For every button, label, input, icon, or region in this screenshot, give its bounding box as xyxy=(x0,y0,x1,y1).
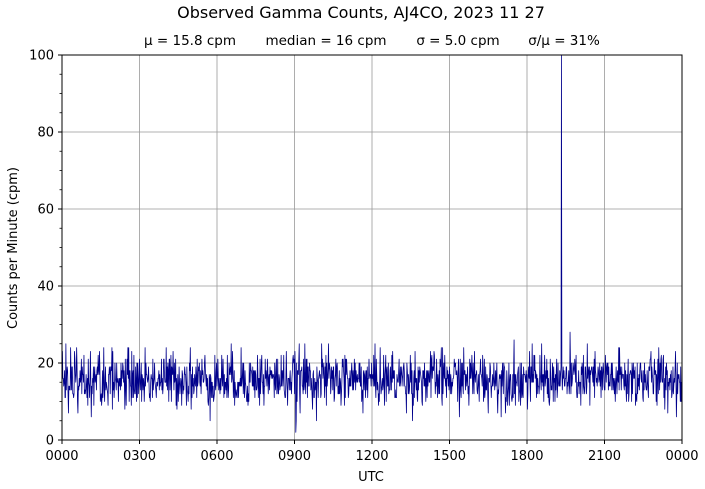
gamma-count-line xyxy=(61,54,682,433)
x-tick-label: 0000 xyxy=(45,449,78,464)
subtitle-mean: μ = 15.8 cpm xyxy=(144,33,236,49)
x-tick-label: 0600 xyxy=(200,449,233,464)
x-axis: 0000 0300 0600 0900 1200 1500 1800 2100 0000 xyxy=(45,440,699,464)
grid-lines xyxy=(62,55,682,440)
subtitle-sigma: σ = 5.0 cpm xyxy=(416,33,499,49)
x-tick-label: 1800 xyxy=(510,449,543,464)
subtitle-cv: σ/μ = 31% xyxy=(528,33,600,49)
y-tick-label: 40 xyxy=(37,280,54,295)
x-tick-label: 2100 xyxy=(588,449,621,464)
y-tick-label: 60 xyxy=(37,203,54,218)
x-tick-label: 1500 xyxy=(433,449,466,464)
x-axis-label: UTC xyxy=(358,470,384,485)
x-tick-label: 1200 xyxy=(355,449,388,464)
y-tick-label: 20 xyxy=(37,357,54,372)
x-tick-label: 0900 xyxy=(278,449,311,464)
y-tick-label: 100 xyxy=(29,49,54,64)
y-axis-label: Counts per Minute (cpm) xyxy=(6,167,21,329)
y-tick-label: 0 xyxy=(46,434,54,449)
subtitle-median: median = 16 cpm xyxy=(265,33,386,49)
chart-title: Observed Gamma Counts, AJ4CO, 2023 11 27 xyxy=(177,3,545,22)
x-tick-label: 0300 xyxy=(123,449,156,464)
x-tick-label: 0000 xyxy=(665,449,698,464)
y-axis: 0 20 40 60 80 100 xyxy=(29,49,62,449)
chart-subtitle: μ = 15.8 cpm median = 16 cpm σ = 5.0 cpm… xyxy=(144,33,600,49)
y-tick-label: 80 xyxy=(37,126,54,141)
series-line-group xyxy=(61,54,682,433)
